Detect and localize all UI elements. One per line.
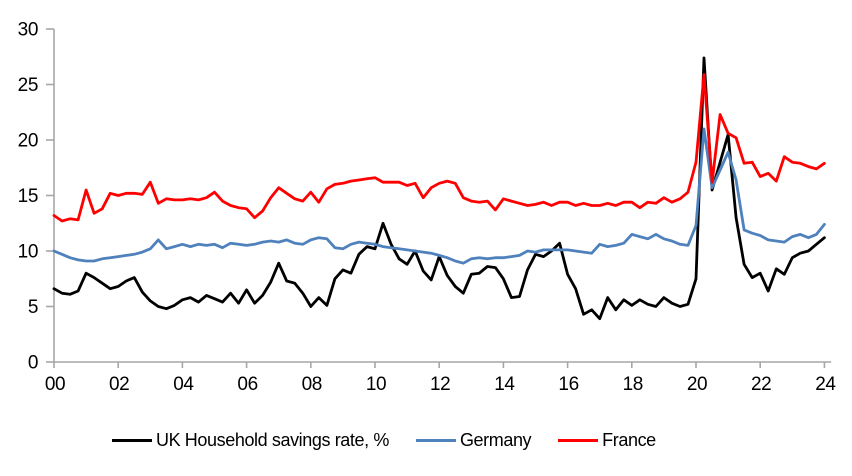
y-tick-label: 25: [18, 75, 38, 96]
series-line-1: [52, 127, 826, 265]
y-tick-label: 15: [18, 186, 38, 207]
plot-area: 0 5 10 15 20 25 30 00 02 04 06 08 10 12 14 16 18 20 22 24: [18, 20, 837, 396]
series-line-2: [52, 73, 826, 223]
x-tick-label: 08: [302, 374, 322, 395]
x-tick-label: 10: [366, 374, 386, 395]
x-tick-label: 02: [109, 374, 129, 395]
x-tick-label: 16: [558, 374, 578, 395]
uk-line-swatch-icon: [112, 438, 152, 442]
legend-item-france: France: [558, 428, 656, 452]
y-tick-label: 30: [18, 20, 38, 41]
x-tick-label: 22: [751, 374, 771, 395]
chart-legend: UK Household savings rate, % Germany Fra…: [112, 428, 656, 452]
x-tick-label: 06: [237, 374, 257, 395]
series-line-0: [52, 56, 826, 321]
y-tick-label: 0: [28, 353, 38, 374]
x-tick-label: 04: [173, 374, 194, 395]
y-tick-label: 10: [18, 242, 38, 263]
legend-item-uk: UK Household savings rate, %: [112, 428, 389, 452]
legend-label-germany: Germany: [459, 430, 532, 450]
legend-item-germany: Germany: [415, 428, 532, 452]
x-tick-label: 12: [430, 374, 450, 395]
y-tick-label: 5: [28, 297, 38, 318]
x-tick-label: 18: [623, 374, 643, 395]
legend-label-uk: UK Household savings rate, %: [156, 430, 389, 450]
y-tick-label: 20: [18, 131, 38, 152]
legend-label-france: France: [602, 430, 656, 450]
x-tick-label: 00: [45, 374, 65, 395]
france-line-swatch-icon: [558, 438, 599, 442]
x-tick-label: 20: [687, 374, 707, 395]
x-tick-label: 14: [494, 374, 515, 395]
germany-line-swatch-icon: [415, 438, 456, 442]
x-tick-label: 24: [815, 374, 836, 395]
